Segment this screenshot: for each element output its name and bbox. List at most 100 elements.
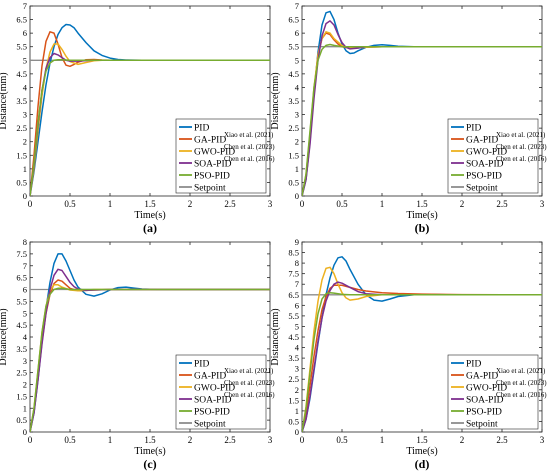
legend-entry-citation: Chen et al. (2023) — [496, 143, 547, 151]
legend-entry-label: GWO-PID — [466, 384, 507, 394]
y-tick-label: 0.5 — [16, 177, 27, 187]
series-line-pso-pid — [302, 43, 542, 196]
legend-entry-label: GWO-PID — [194, 148, 235, 158]
x-tick-label: 0 — [300, 435, 305, 445]
legend-entry-citation: Chen et al. (2016) — [496, 391, 547, 399]
y-tick-label: 7.5 — [16, 249, 27, 259]
x-axis-label: Time(s) — [406, 210, 437, 221]
x-tick-label: 3 — [540, 435, 545, 445]
y-tick-label: 0 — [295, 427, 299, 437]
x-tick-label: 0 — [28, 435, 33, 445]
legend-box — [447, 354, 539, 430]
y-tick-label: 5.5 — [16, 296, 27, 306]
y-tick-label: 6.5 — [288, 15, 299, 25]
y-tick-label: 4 — [295, 343, 300, 353]
y-axis-label: Distance(mm) — [270, 308, 281, 365]
y-tick-label: 3 — [295, 364, 299, 374]
y-tick-label: 4 — [23, 332, 28, 342]
series-line-soa-pid — [302, 20, 542, 196]
y-axis-label: Distance(mm) — [270, 72, 281, 129]
y-tick-label: 0.5 — [16, 415, 27, 425]
legend-entry-citation: Chen et al. (2023) — [224, 379, 275, 387]
x-tick-label: 2.5 — [224, 199, 236, 209]
x-tick-label: 2.5 — [496, 199, 508, 209]
x-tick-label: 1.5 — [144, 199, 156, 209]
legend-entry-label: GWO-PID — [194, 384, 235, 394]
panel-label: (c) — [143, 457, 156, 471]
y-tick-label: 6 — [295, 28, 299, 38]
y-tick-label: 1.5 — [288, 150, 299, 160]
chart-panel-3: 0 0.5 1 1.5 2 2.5 300.511.522.533.544.555.566.… — [0, 237, 275, 471]
y-tick-label: 7 — [295, 1, 299, 11]
y-tick-label: 5.5 — [288, 42, 299, 52]
x-tick-label: 2.5 — [496, 435, 508, 445]
panel-label: (a) — [143, 221, 157, 235]
y-tick-label: 2 — [23, 137, 27, 147]
x-tick-label: 1 — [380, 199, 385, 209]
y-tick-label: 4 — [295, 82, 300, 92]
legend-entry-citation: Xiao et al. (2021) — [224, 367, 274, 375]
y-tick-label: 0.5 — [288, 416, 299, 426]
y-tick-label: 2.5 — [16, 368, 27, 378]
y-tick-label: 2 — [23, 380, 27, 390]
y-tick-label: 7 — [295, 279, 299, 289]
x-tick-label: 2 — [460, 199, 465, 209]
y-tick-label: 1 — [23, 164, 27, 174]
y-tick-label: 4 — [23, 82, 28, 92]
legend-entry-label: GA-PID — [466, 136, 498, 146]
y-tick-label: 0 — [23, 191, 27, 201]
y-axis-label: Distance(mm) — [0, 72, 9, 129]
series-line-pso-pid — [30, 58, 270, 196]
series-group — [302, 256, 542, 432]
x-tick-label: 1 — [108, 435, 113, 445]
legend-entry-label: PID — [466, 124, 481, 134]
legend-entry-citation: Chen et al. (2016) — [224, 391, 275, 399]
legend-entry-label: PID — [466, 360, 481, 370]
legend-entry-label: PSO-PID — [194, 172, 230, 182]
legend-entry-label: PID — [194, 360, 209, 370]
legend-entry-label: GA-PID — [194, 136, 226, 146]
x-tick-label: 2 — [188, 199, 193, 209]
legend-entry-label: PID — [194, 124, 209, 134]
y-tick-label: 5 — [295, 321, 299, 331]
series-group — [30, 23, 270, 196]
y-tick-label: 6 — [295, 300, 299, 310]
y-tick-label: 8 — [295, 258, 299, 268]
x-tick-label: 0 — [28, 199, 33, 209]
y-tick-label: 5 — [23, 55, 27, 65]
x-tick-label: 1.5 — [416, 199, 428, 209]
x-axis-label: Time(s) — [134, 210, 165, 221]
chart-panel-4: 0 0.5 1 1.5 2 2.5 300.511.522.533.544.555.566.… — [270, 237, 547, 471]
y-tick-label: 5.5 — [288, 311, 299, 321]
y-tick-label: 3.5 — [288, 353, 299, 363]
y-tick-label: 9 — [295, 237, 299, 247]
chart-panel-1: 0 0.5 1 1.5 2 2.5 3 0 0.5 1 1.5 2 2.5 3 3.5 4 4.5 5 5.5 6 6.… — [0, 1, 275, 235]
legend-entry-label: PSO-PID — [466, 408, 502, 418]
y-tick-label: 3.5 — [288, 96, 299, 106]
legend-entry-label: GWO-PID — [466, 148, 507, 158]
x-axis-label: Time(s) — [406, 446, 437, 457]
x-tick-label: 1.5 — [416, 435, 428, 445]
y-tick-label: 0.5 — [288, 177, 299, 187]
x-tick-label: 1 — [380, 435, 385, 445]
y-tick-label: 3.5 — [16, 344, 27, 354]
y-tick-label: 2 — [295, 137, 299, 147]
y-tick-label: 1 — [23, 403, 27, 413]
y-tick-label: 6.5 — [288, 290, 299, 300]
series-group — [302, 10, 542, 196]
chart-panel-2: 0 0.5 1 1.5 2 2.5 3 0 0.5 1 1.5 2 2.5 3 3.5 4 4.5 5 5.5 6 6.… — [270, 1, 547, 235]
y-tick-label: 5 — [23, 308, 27, 318]
y-tick-label: 3 — [23, 356, 27, 366]
y-tick-label: 3 — [295, 110, 299, 120]
x-tick-label: 1 — [108, 199, 113, 209]
y-tick-label: 1.5 — [16, 391, 27, 401]
legend-entry-label: SOA-PID — [194, 160, 232, 170]
y-tick-label: 1.5 — [16, 150, 27, 160]
x-tick-label: 0 — [300, 199, 305, 209]
y-tick-label: 1 — [295, 406, 299, 416]
x-tick-label: 1.5 — [144, 435, 156, 445]
